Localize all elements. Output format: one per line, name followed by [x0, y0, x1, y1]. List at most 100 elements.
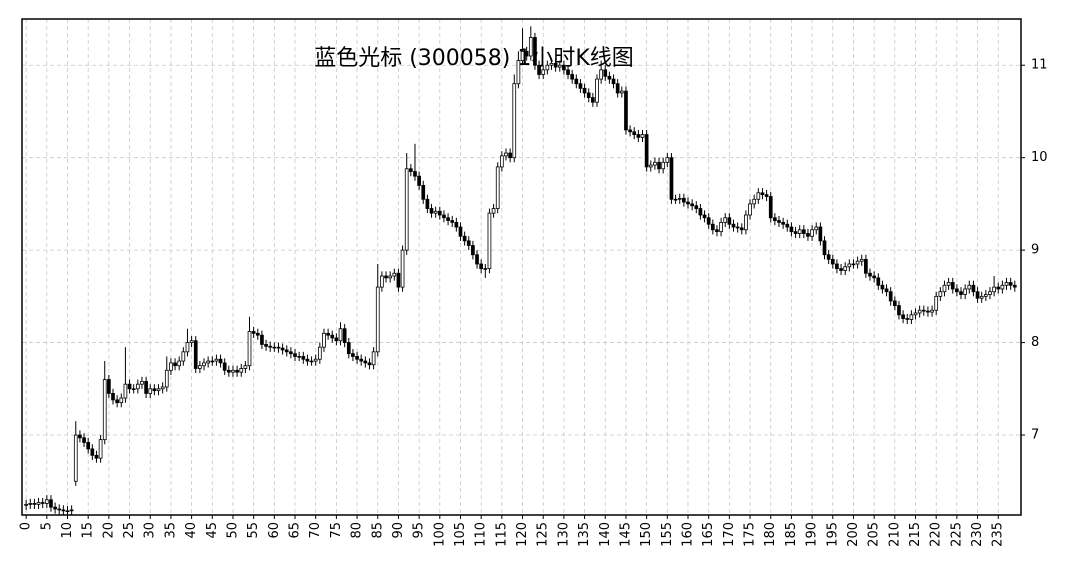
candle-body [619, 90, 624, 94]
candle-body [512, 83, 517, 159]
candle-body [1004, 282, 1009, 286]
candle-body [442, 214, 446, 219]
candle-body [607, 75, 612, 80]
candle-body [280, 347, 285, 351]
candle-body [628, 129, 632, 133]
x-tick-label: 160 [681, 522, 696, 547]
candle-body [744, 214, 748, 231]
candle-body [330, 334, 335, 339]
candle-body [28, 503, 33, 505]
candle-body [673, 198, 678, 201]
x-tick-label: 195 [825, 522, 840, 547]
candle-body [595, 78, 599, 103]
candle-body [706, 217, 711, 225]
candle-body [810, 229, 814, 237]
candle-body [231, 369, 235, 373]
candle-body [107, 379, 111, 394]
candle-body [363, 360, 368, 364]
candle-body [839, 268, 843, 271]
candle-body [777, 220, 781, 223]
candle-body [764, 194, 769, 197]
x-tick-label: 175 [743, 522, 758, 547]
x-tick-label: 60 [267, 522, 282, 539]
candle-body [322, 332, 326, 348]
candle-body [934, 295, 939, 311]
x-tick-label: 155 [660, 522, 675, 547]
candle-body [926, 310, 930, 313]
candle-body [495, 166, 500, 209]
candle-body [801, 229, 806, 234]
candle-body [797, 229, 802, 234]
x-tick-label: 130 [556, 522, 571, 547]
candle-body [169, 362, 173, 371]
candle-body [342, 328, 347, 343]
candle-body [437, 210, 442, 216]
candle-body [698, 208, 703, 216]
candle-body [545, 64, 550, 71]
y-tick-label: 10 [1031, 150, 1048, 165]
candle-body [57, 508, 62, 511]
candle-body [185, 342, 190, 353]
candle-body [818, 226, 823, 242]
candle-body [206, 360, 210, 364]
candle-body [156, 388, 161, 392]
candle-body [272, 346, 277, 349]
x-tick-label: 135 [577, 522, 592, 547]
candle-body [301, 356, 306, 360]
candle-body [665, 157, 670, 163]
x-tick-label: 25 [122, 522, 137, 539]
x-tick-label: 225 [949, 522, 964, 547]
candle-body [557, 64, 562, 68]
candle-body [739, 227, 744, 231]
candle-body [198, 365, 202, 369]
x-tick-label: 230 [970, 522, 985, 547]
candle-body [413, 171, 417, 177]
candle-body [218, 358, 223, 364]
candle-body [942, 284, 947, 293]
x-tick-label: 35 [163, 522, 178, 539]
candle-body [334, 337, 339, 342]
candle-body [214, 358, 219, 362]
candle-body [504, 152, 508, 157]
x-tick-label: 220 [929, 522, 944, 547]
candle-body [599, 69, 603, 80]
candle-body [847, 263, 852, 268]
candle-body [260, 334, 264, 345]
x-tick-label: 65 [288, 522, 303, 539]
x-tick-label: 80 [350, 522, 365, 539]
candle-body [309, 360, 314, 363]
candle-body [384, 275, 388, 279]
candle-body [553, 62, 558, 68]
candle-body [549, 62, 554, 66]
candle-body [959, 291, 963, 295]
x-tick-label: 20 [101, 522, 116, 539]
candle-body [359, 358, 364, 362]
x-tick-label: 30 [143, 522, 158, 539]
candle-body [669, 157, 674, 200]
candle-body [491, 208, 496, 214]
candle-body [193, 340, 198, 369]
candle-body [822, 240, 827, 256]
candle-body [528, 37, 533, 57]
candle-body [773, 217, 777, 221]
y-tick-label: 11 [1031, 58, 1048, 73]
candle-body [123, 383, 128, 399]
candles [24, 26, 1017, 516]
candle-body [524, 50, 529, 57]
candle-body [500, 155, 504, 168]
candle-body [404, 168, 409, 251]
candle-body [293, 353, 297, 357]
x-tick-label: 45 [205, 522, 220, 539]
x-tick-label: 150 [639, 522, 654, 547]
candle-body [371, 351, 376, 366]
candle-body [429, 208, 434, 214]
candle-body [152, 388, 157, 392]
candle-body [268, 345, 273, 348]
candle-body [624, 90, 628, 131]
candle-body [723, 217, 728, 223]
candle-body [202, 362, 206, 367]
candle-body [276, 346, 281, 349]
candle-body [632, 131, 637, 135]
x-tick-label: 105 [453, 522, 468, 547]
